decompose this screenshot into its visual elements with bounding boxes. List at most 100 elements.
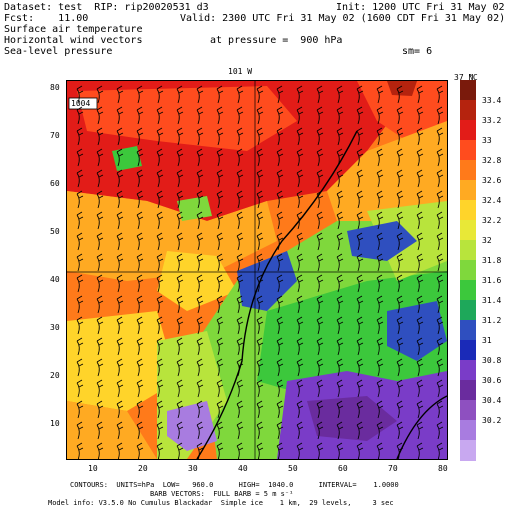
wind-barb-icon	[76, 232, 84, 251]
wind-barb-icon	[156, 316, 164, 335]
wind-barb-icon	[76, 379, 84, 398]
wind-barb-icon	[176, 358, 184, 377]
wind-barb-icon	[396, 295, 404, 314]
wind-barb-icon	[236, 400, 244, 419]
wind-barb-icon	[216, 85, 224, 104]
wind-barb-icon	[296, 232, 304, 251]
wind-barb-icon	[336, 337, 344, 356]
wind-barb-icon	[216, 190, 224, 209]
y-tick-label: 30	[50, 323, 60, 332]
colorbar-swatch	[460, 200, 476, 221]
wind-barb-icon	[336, 232, 344, 251]
wind-barb-icon	[176, 379, 184, 398]
wind-barb-icon	[196, 85, 204, 104]
colorbar-label: 31.2	[482, 316, 502, 325]
wind-barb-icon	[96, 295, 104, 314]
wind-barb-icon	[76, 106, 84, 125]
wind-barb-icon	[416, 148, 424, 167]
wind-barb-icon	[276, 274, 284, 293]
colorbar-label: 33	[482, 136, 492, 145]
wind-barb-icon	[136, 274, 144, 293]
y-tick-label: 50	[50, 227, 60, 236]
field-name-pressure: Sea-level pressure	[4, 46, 113, 57]
wind-barb-icon	[76, 421, 84, 440]
wind-barb-icon	[76, 211, 84, 230]
wind-barb-icon	[416, 274, 424, 293]
x-tick-label: 30	[188, 464, 198, 473]
wind-barb-icon	[356, 316, 364, 335]
wind-barb-icon	[436, 379, 444, 398]
wind-barb-icon	[236, 211, 244, 230]
wind-barb-icon	[416, 400, 424, 419]
wind-barb-icon	[236, 148, 244, 167]
wind-barb-icon	[136, 379, 144, 398]
wind-barb-icon	[276, 379, 284, 398]
wind-barb-icon	[116, 148, 124, 167]
wind-barb-icon	[416, 295, 424, 314]
wind-barb-icon	[296, 85, 304, 104]
wind-barb-icon	[256, 232, 264, 251]
wind-barb-icon	[136, 442, 144, 459]
colorbar-label: 30.8	[482, 356, 502, 365]
wind-barb-icon	[276, 337, 284, 356]
y-tick-label: 60	[50, 179, 60, 188]
wind-barb-icon	[336, 190, 344, 209]
wind-barb-icon	[176, 253, 184, 272]
wind-barb-icon	[396, 106, 404, 125]
wind-barb-icon	[416, 85, 424, 104]
colorbar-swatch	[460, 340, 476, 361]
wind-barb-icon	[176, 400, 184, 419]
forecast-hour-label: Fcst: 11.00	[4, 13, 89, 24]
colorbar-swatch	[460, 100, 476, 121]
wind-barb-icon	[316, 316, 324, 335]
wind-barb-icon	[276, 442, 284, 459]
wind-barb-icon	[336, 169, 344, 188]
wind-barb-icon	[336, 211, 344, 230]
wind-barb-icon	[396, 169, 404, 188]
wind-barb-icon	[76, 169, 84, 188]
wind-barb-icon	[176, 169, 184, 188]
wind-barb-icon	[396, 421, 404, 440]
colorbar-label: 32.8	[482, 156, 502, 165]
wind-barb-icon	[316, 190, 324, 209]
wind-barb-icon	[196, 421, 204, 440]
wind-barb-icon	[236, 127, 244, 146]
wind-barb-icon	[76, 148, 84, 167]
wind-barb-icon	[356, 106, 364, 125]
wind-barb-icon	[196, 169, 204, 188]
wind-barb-icon	[436, 190, 444, 209]
x-tick-label: 70	[388, 464, 398, 473]
valid-time-label: Valid: 2300 UTC Fri 31 May 02 (1600 CDT …	[180, 13, 506, 24]
colorbar-label: 32	[482, 236, 492, 245]
wind-barb-icon	[236, 169, 244, 188]
wind-barb-icon	[416, 316, 424, 335]
wind-barb-icon	[196, 295, 204, 314]
wind-barb-icon	[156, 85, 164, 104]
colorbar-swatch	[460, 280, 476, 301]
wind-barb-icon	[396, 190, 404, 209]
latitude-label: 37 N	[454, 73, 474, 82]
model-info: Model info: V3.5.0 No Cumulus Blackadar …	[48, 499, 394, 507]
wind-barb-icon	[376, 253, 384, 272]
wind-barb-icon	[116, 85, 124, 104]
wind-barb-icon	[316, 85, 324, 104]
wind-barb-icon	[236, 253, 244, 272]
wind-barb-icon	[396, 127, 404, 146]
wind-barb-icon	[276, 127, 284, 146]
wind-barb-icon	[396, 400, 404, 419]
wind-barb-icon	[336, 148, 344, 167]
wind-barb-icon	[196, 211, 204, 230]
wind-barb-icon	[216, 421, 224, 440]
wind-barb-icon	[156, 295, 164, 314]
wind-barb-icon	[436, 316, 444, 335]
wind-barb-icon	[316, 211, 324, 230]
wind-barb-icon	[136, 421, 144, 440]
colorbar-label: 32.6	[482, 176, 502, 185]
wind-barb-icon	[296, 421, 304, 440]
wind-barb-icon	[216, 274, 224, 293]
wind-barb-icon	[76, 190, 84, 209]
wind-barb-icon	[236, 316, 244, 335]
wind-barb-icon	[136, 85, 144, 104]
wind-barb-icon	[436, 148, 444, 167]
wind-barb-icon	[376, 127, 384, 146]
